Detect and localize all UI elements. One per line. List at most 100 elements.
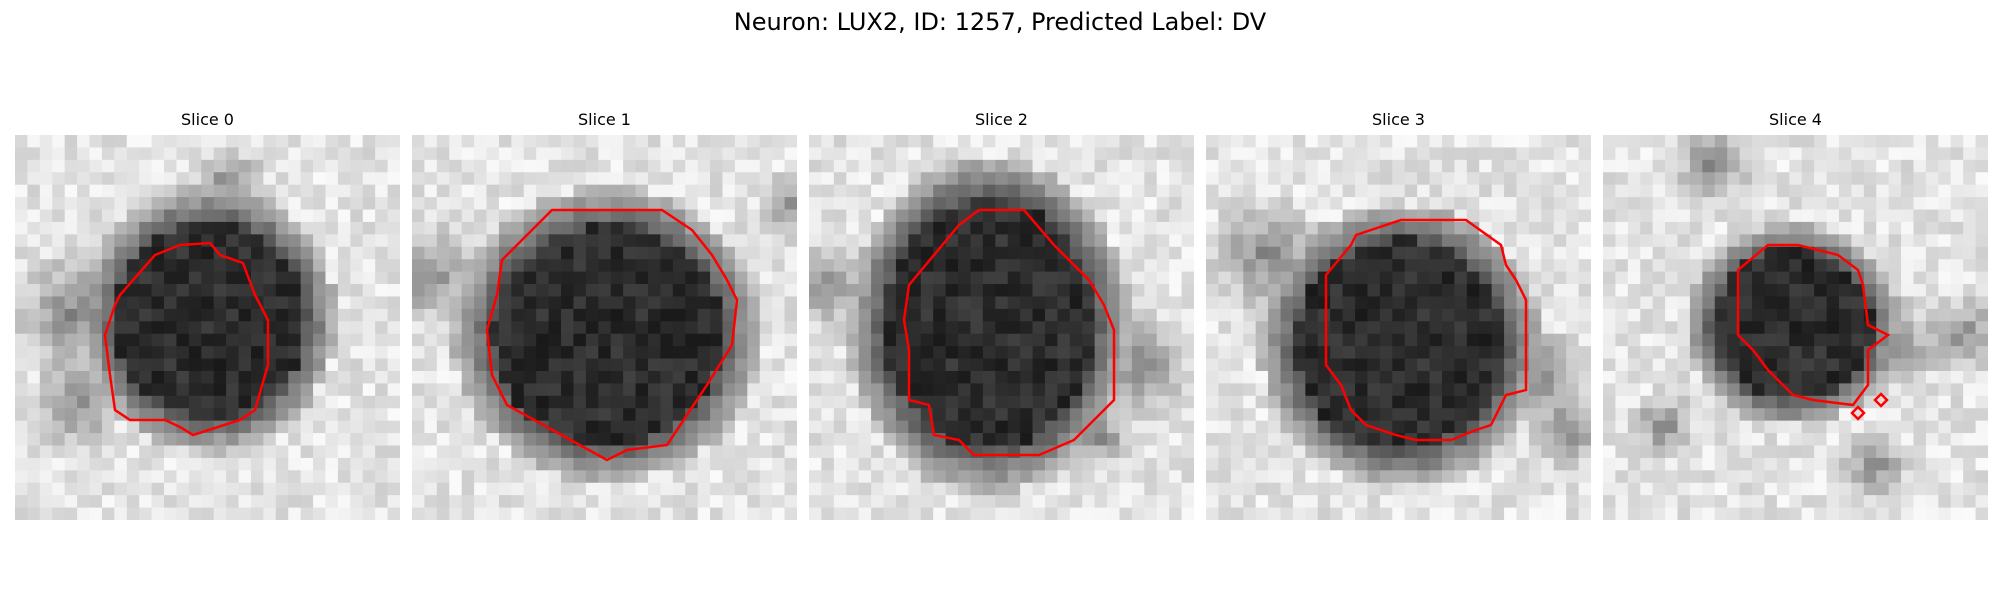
image-pixel	[1689, 284, 1703, 297]
image-pixel	[1069, 209, 1083, 223]
image-pixel	[188, 457, 202, 471]
image-pixel	[536, 470, 550, 484]
image-pixel	[387, 184, 400, 198]
image-pixel	[1044, 346, 1058, 359]
image-pixel	[1392, 370, 1406, 384]
image-pixel	[1814, 358, 1827, 372]
image-pixel	[164, 321, 177, 335]
image-pixel	[1801, 470, 1815, 484]
image-pixel	[1528, 346, 1542, 359]
image-pixel	[1801, 246, 1815, 260]
image-pixel	[809, 234, 822, 248]
image-pixel	[362, 370, 376, 384]
image-pixel	[1665, 184, 1678, 198]
image-pixel	[1206, 184, 1219, 198]
image-pixel	[1094, 184, 1108, 198]
image-pixel	[647, 420, 661, 434]
image-pixel	[1913, 296, 1927, 310]
image-pixel	[176, 209, 190, 223]
image-pixel	[858, 395, 872, 409]
image-pixel	[995, 221, 1009, 235]
image-pixel	[337, 321, 351, 335]
image-pixel	[1913, 395, 1927, 409]
image-pixel	[375, 445, 388, 459]
image-pixel	[1429, 172, 1443, 186]
image-pixel	[1627, 420, 1641, 434]
image-pixel	[1107, 408, 1120, 422]
image-pixel	[1379, 147, 1393, 161]
image-pixel	[89, 271, 103, 285]
image-pixel	[1169, 135, 1182, 148]
image-pixel	[1603, 321, 1616, 335]
image-pixel	[1292, 259, 1306, 273]
image-pixel	[226, 495, 239, 508]
image-pixel	[1044, 259, 1058, 273]
image-pixel	[213, 370, 227, 384]
image-pixel	[1392, 135, 1406, 148]
image-pixel	[461, 172, 475, 186]
image-pixel	[1838, 284, 1852, 297]
image-pixel	[64, 482, 78, 496]
image-pixel	[598, 495, 612, 508]
image-pixel	[300, 184, 314, 198]
image-pixel	[1888, 184, 1902, 198]
image-pixel	[970, 457, 984, 471]
image-pixel	[1838, 383, 1852, 397]
image-pixel	[523, 420, 537, 434]
image-pixel	[1466, 209, 1480, 223]
image-pixel	[1131, 321, 1145, 335]
image-pixel	[1814, 395, 1827, 409]
image-pixel	[871, 284, 884, 297]
image-pixel	[1057, 184, 1071, 198]
image-pixel	[759, 246, 773, 260]
image-pixel	[970, 197, 984, 210]
image-pixel	[536, 395, 550, 409]
image-pixel	[1801, 321, 1815, 335]
image-pixel	[809, 408, 822, 422]
image-pixel	[226, 346, 239, 359]
image-pixel	[858, 321, 872, 335]
image-pixel	[635, 395, 649, 409]
image-pixel	[1814, 135, 1827, 148]
image-pixel	[1144, 209, 1158, 223]
image-pixel	[1119, 259, 1133, 273]
image-pixel	[1069, 184, 1083, 198]
image-pixel	[1776, 383, 1790, 397]
image-pixel	[585, 507, 599, 520]
image-pixel	[920, 395, 934, 409]
image-pixel	[52, 507, 66, 520]
image-pixel	[461, 445, 475, 459]
image-pixel	[895, 246, 909, 260]
image-pixel	[1516, 482, 1530, 496]
image-pixel	[1851, 433, 1865, 446]
image-pixel	[114, 358, 128, 372]
image-pixel	[1144, 197, 1158, 210]
image-pixel	[412, 271, 425, 285]
image-pixel	[523, 234, 537, 248]
image-pixel	[523, 147, 537, 161]
image-pixel	[1963, 445, 1976, 459]
image-pixel	[1863, 209, 1877, 223]
image-pixel	[313, 395, 326, 409]
image-pixel	[1392, 147, 1406, 161]
image-pixel	[883, 197, 897, 210]
image-pixel	[1801, 197, 1815, 210]
image-pixel	[213, 445, 227, 459]
image-pixel	[362, 346, 376, 359]
image-pixel	[1789, 470, 1803, 484]
image-pixel	[89, 445, 103, 459]
image-pixel	[1367, 209, 1381, 223]
image-pixel	[1255, 209, 1269, 223]
image-pixel	[64, 308, 78, 322]
image-pixel	[288, 333, 302, 347]
image-pixel	[1963, 308, 1976, 322]
image-pixel	[461, 507, 475, 520]
image-pixel	[337, 495, 351, 508]
image-pixel	[1913, 147, 1927, 161]
image-pixel	[635, 433, 649, 446]
image-pixel	[561, 457, 574, 471]
image-pixel	[1553, 197, 1567, 210]
image-pixel	[660, 308, 674, 322]
image-pixel	[1627, 259, 1641, 273]
image-pixel	[1553, 296, 1567, 310]
